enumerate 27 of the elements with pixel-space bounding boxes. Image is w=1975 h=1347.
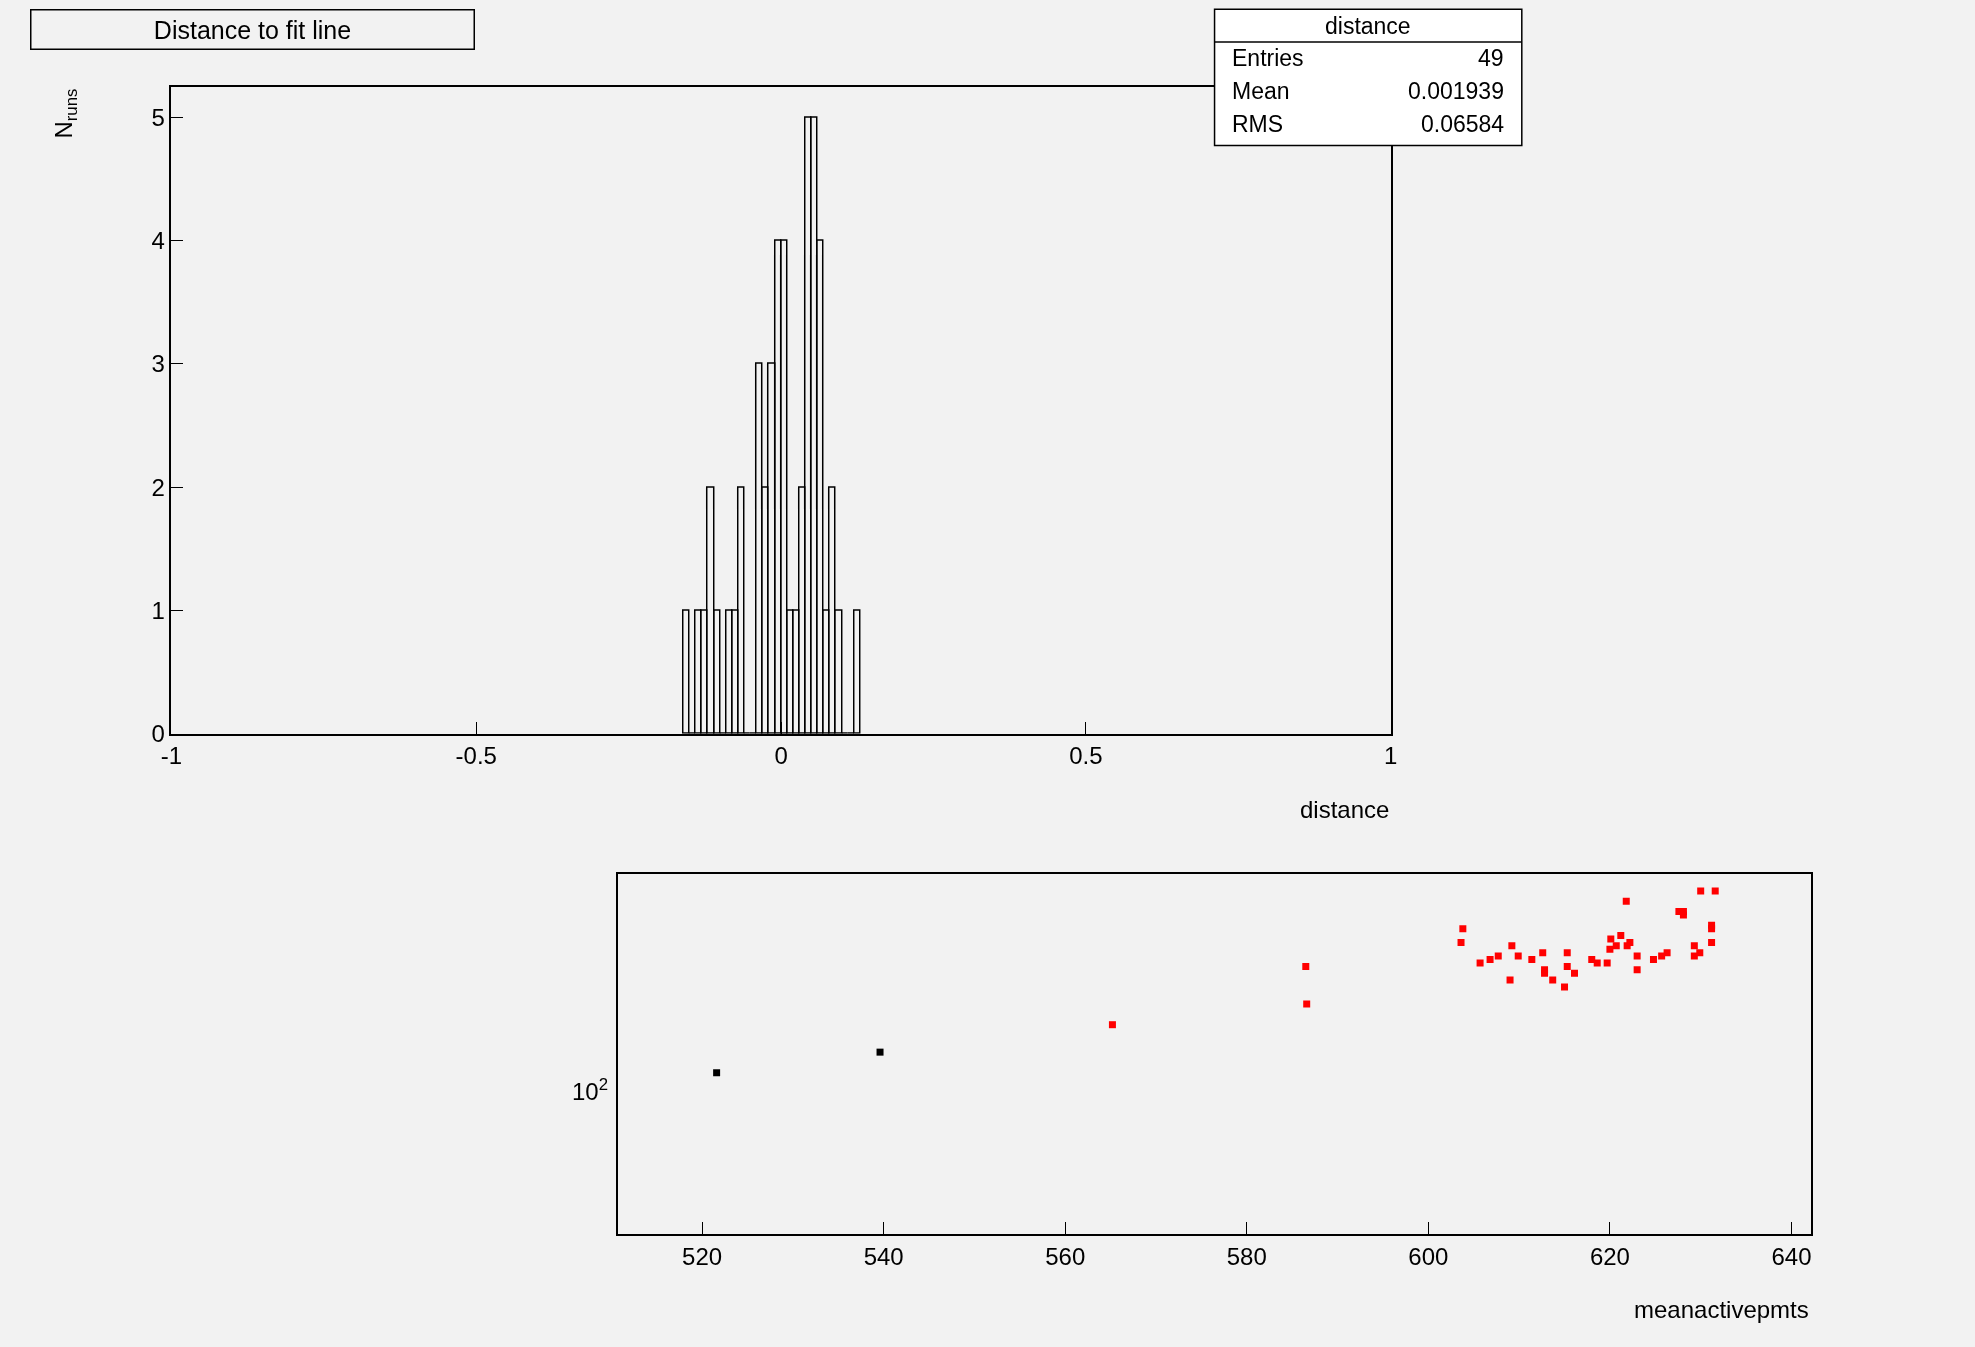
x-tick-label: 620 — [1589, 1242, 1630, 1270]
y-tick-label: 2 — [151, 473, 165, 501]
text: 0.06584 — [1421, 111, 1505, 137]
x-tick-label: 1 — [1384, 742, 1398, 770]
text: distance — [1325, 13, 1411, 39]
x-tick-label: 560 — [1045, 1242, 1086, 1270]
text: 0.001939 — [1408, 78, 1504, 104]
x-tick-label: 580 — [1226, 1242, 1267, 1270]
text: 10$^{2}$ — [572, 1075, 609, 1106]
y-tick-label: 4 — [151, 227, 165, 255]
y-tick-label: 5 — [151, 103, 165, 131]
text: Entries — [1232, 45, 1304, 71]
annotation: Mean — [1232, 78, 1290, 104]
x-axis-title: meanactivepmts — [1634, 1296, 1809, 1323]
x-tick-label: 0.5 — [1069, 742, 1103, 770]
x-tick-label: 0 — [774, 742, 788, 770]
y-tick-label: 3 — [151, 350, 165, 378]
x-axis-title: distance — [1300, 796, 1390, 823]
x-tick-label: 640 — [1771, 1242, 1812, 1270]
text: 49 — [1478, 45, 1504, 71]
chart-title: Distance to fit line — [153, 15, 352, 44]
x-tick-label: 600 — [1408, 1242, 1449, 1270]
annotation: RMS — [1232, 111, 1284, 137]
x-tick-label: 520 — [682, 1242, 723, 1270]
y-tick-label: 1 — [151, 596, 165, 624]
x-tick-label: -0.5 — [455, 742, 497, 770]
x-tick-label: 540 — [863, 1242, 904, 1270]
